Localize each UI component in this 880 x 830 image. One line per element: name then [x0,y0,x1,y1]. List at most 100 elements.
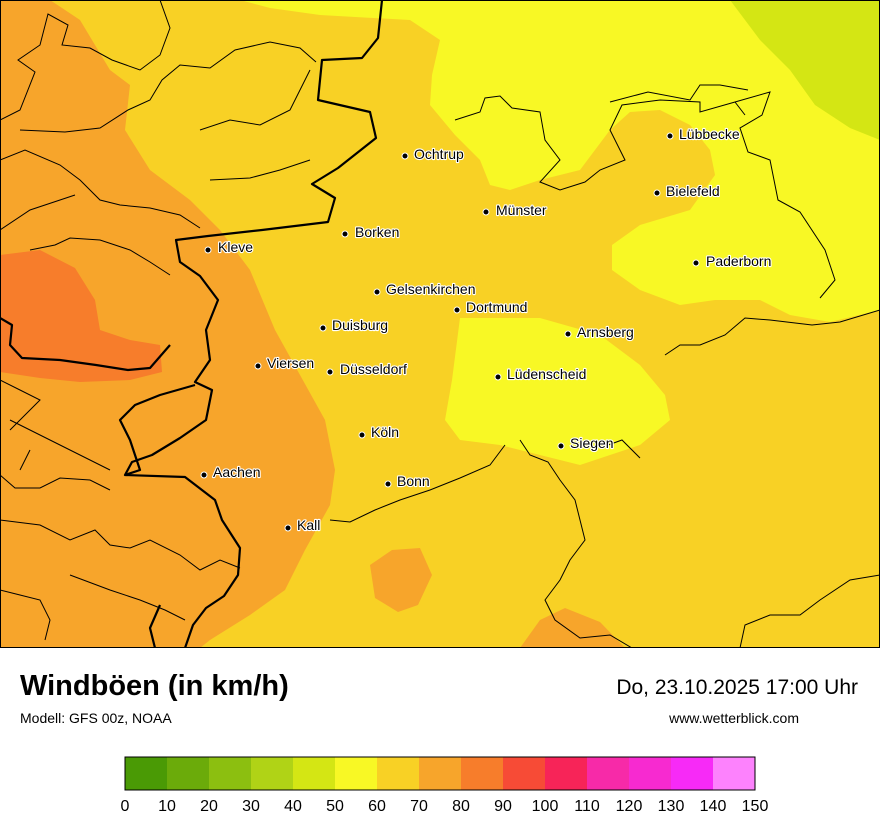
legend-tick-label: 110 [574,798,600,815]
svg-text:Münster: Münster [496,202,547,218]
legend-swatch [125,757,167,790]
city-ochtrup: Ochtrup [401,145,465,163]
regional-border-10 [329,439,641,523]
city-duisburg: Duisburg [319,316,389,334]
legend-tick-label: 40 [284,798,302,815]
gust-zone-70-80-south [520,608,625,648]
legend-swatches [124,756,756,791]
city-koeln: Köln [358,423,400,441]
legend-swatch [587,757,629,790]
city-arnsberg: Arnsberg [564,323,635,341]
legend-tick-label: 80 [452,798,470,815]
gust-zone-70-80-west [0,0,335,648]
gust-zone-70-80-island [370,548,432,612]
gust-zone-50-60-south [445,318,670,465]
legend-swatch [461,757,503,790]
regional-border-13 [0,419,111,491]
map-title: Windböen (in km/h) [20,670,289,702]
svg-text:Gelsenkirchen: Gelsenkirchen [386,281,476,297]
city-markers: Lübbecke Ochtrup Bielefeld Münster Kleve… [200,125,772,534]
svg-text:Dortmund: Dortmund [466,299,527,315]
legend-outline [124,756,756,791]
borders [0,0,880,648]
svg-text:Köln: Köln [371,424,399,440]
legend-swatch [671,757,713,790]
svg-text:Aachen: Aachen [213,464,260,480]
city-dortmund: Dortmund [453,298,529,316]
legend-ticks: 0 10 20 30 40 50 60 70 80 90 100 110 120 130 140 150 [121,798,769,815]
city-kleve: Kleve [204,238,254,256]
legend-tick-label: 140 [700,798,727,815]
legend-tick-label: 120 [616,798,643,815]
legend-tick-label: 100 [532,798,559,815]
regional-border-1 [0,0,171,121]
svg-text:Düsseldorf: Düsseldorf [340,361,407,377]
regional-border-9 [519,439,633,648]
city-paderborn: Paderborn [692,252,772,270]
svg-text:Bielefeld: Bielefeld [666,183,720,199]
svg-text:Kall: Kall [297,517,320,533]
city-luebbecke: Lübbecke [666,125,741,143]
svg-text:Ochtrup: Ochtrup [414,146,464,162]
city-viersen: Viersen [254,354,315,372]
svg-text:Borken: Borken [355,224,399,240]
svg-text:Lübbecke: Lübbecke [679,126,740,142]
regional-border-3 [0,149,201,229]
regional-border-11 [0,519,241,571]
legend-tick-label: 10 [158,798,176,815]
legend-tick-label: 150 [742,798,769,815]
regional-border-15 [0,379,41,471]
legend-swatch [167,757,209,790]
legend-swatch [209,757,251,790]
legend-tick-label: 20 [200,798,218,815]
regional-border-2 [19,41,317,133]
website-link[interactable]: www.wetterblick.com [669,710,799,726]
city-duesseldorf: Düsseldorf [326,360,408,378]
legend-swatch [545,757,587,790]
legend-swatch [629,757,671,790]
regional-border-7 [609,84,749,116]
gust-zone-50-60-north [240,0,880,322]
legend-swatch [335,757,377,790]
legend-swatch [713,757,755,790]
regional-border-4 [0,194,171,276]
city-luedenscheid: Lüdenscheid [494,365,588,383]
svg-text:Kleve: Kleve [218,239,253,255]
svg-text:Paderborn: Paderborn [706,253,771,269]
city-bielefeld: Bielefeld [653,182,721,200]
regional-border-14 [739,574,880,648]
legend-tick-label: 130 [658,798,685,815]
regional-border-6 [454,91,836,299]
city-muenster: Münster [482,201,548,219]
color-legend: 0 10 20 30 40 50 60 70 80 90 100 110 120 130 140 150 [121,756,769,815]
legend-tick-label: 70 [410,798,428,815]
city-bonn: Bonn [384,472,431,490]
svg-text:Duisburg: Duisburg [332,317,388,333]
svg-text:Siegen: Siegen [570,435,614,451]
legend-tick-label: 50 [326,798,344,815]
legend-swatch [293,757,335,790]
svg-text:Viersen: Viersen [267,355,314,371]
city-siegen: Siegen [557,434,615,452]
legend-tick-label: 90 [494,798,512,815]
forecast-datetime: Do, 23.10.2025 17:00 Uhr [616,676,858,699]
legend-tick-label: 0 [121,798,130,815]
legend-swatch [251,757,293,790]
city-borken: Borken [341,223,400,241]
regional-border-12 [0,574,186,641]
legend-swatch [419,757,461,790]
wind-gust-map: Lübbecke Ochtrup Bielefeld Münster Kleve… [0,0,880,648]
svg-text:Lüdenscheid: Lüdenscheid [507,366,586,382]
city-gelsenkirchen: Gelsenkirchen [373,280,477,298]
state-border [123,0,384,648]
svg-text:Bonn: Bonn [397,473,430,489]
regional-border-5 [199,69,311,181]
state-border-sw [0,317,171,372]
legend-tick-label: 30 [242,798,260,815]
gust-zone-80-90 [0,250,162,382]
regional-border-8 [664,309,880,356]
legend-swatch [503,757,545,790]
svg-text:Arnsberg: Arnsberg [577,324,634,340]
legend-swatch [377,757,419,790]
city-aachen: Aachen [200,463,262,481]
